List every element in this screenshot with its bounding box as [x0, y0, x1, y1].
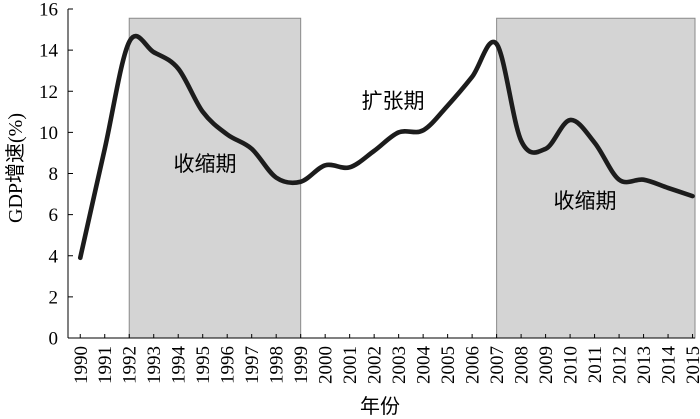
shaded-regions: [128, 17, 696, 339]
data-point-1999: [298, 179, 303, 184]
data-point-1993: [151, 50, 156, 55]
y-tick-label: 16: [39, 0, 58, 21]
x-tick-label: 2001: [340, 346, 361, 384]
x-tick-label: 2002: [365, 346, 386, 384]
data-point-2003: [396, 130, 401, 135]
x-tick-label: 2003: [389, 346, 410, 384]
y-tick-label: 14: [39, 41, 59, 62]
x-tick-label: 2008: [512, 346, 533, 384]
x-tick-label: 1997: [242, 346, 263, 384]
x-axis-title: 年份: [360, 395, 400, 418]
x-tick-label: 1993: [144, 346, 165, 384]
data-point-1996: [225, 132, 230, 137]
x-tick-label: 1996: [218, 346, 239, 384]
x-tick-label: 2007: [487, 346, 508, 384]
shaded-region-label-1: 收缩期: [174, 152, 237, 176]
x-tick-label: 1990: [71, 346, 92, 384]
x-tick-label: 2006: [463, 346, 484, 384]
data-point-1990: [78, 255, 83, 260]
data-point-2002: [372, 148, 377, 153]
x-tick-label: 1994: [169, 346, 190, 385]
data-point-2013: [641, 177, 646, 182]
shaded-region-label-2: 收缩期: [554, 189, 617, 213]
x-tick-label: 1992: [120, 346, 141, 384]
y-tick-label: 12: [39, 82, 58, 103]
data-point-1992: [127, 39, 132, 44]
data-point-2000: [323, 163, 328, 168]
data-point-1994: [176, 66, 181, 71]
y-ticks: 0 2 4 6 8 10 12 14 16: [39, 0, 73, 350]
x-tick-label: 2010: [561, 346, 582, 384]
data-point-1998: [274, 175, 279, 180]
x-tick-label: 2013: [634, 346, 655, 384]
shaded-region-1: [128, 17, 302, 339]
data-point-2011: [592, 140, 597, 145]
y-axis-title: GDP增速(%): [4, 113, 27, 223]
data-point-2001: [347, 165, 352, 170]
shaded-region-2: [496, 17, 696, 339]
data-point-2007: [494, 41, 499, 46]
x-tick-label: 2015: [683, 346, 700, 384]
annotation-label-1: 扩张期: [362, 89, 425, 113]
gdp-growth-line: [77, 33, 695, 261]
x-ticks: 1990 1991 1992 1993 1994 1995 1996 1997 1998 1999…: [71, 334, 700, 384]
data-point-1991: [102, 146, 107, 151]
y-tick-label: 4: [49, 246, 59, 267]
data-point-2005: [445, 103, 450, 108]
data-point-2008: [519, 138, 524, 143]
x-tick-label: 1991: [95, 346, 116, 384]
data-point-2015: [690, 194, 695, 199]
x-tick-label: 2005: [438, 346, 459, 384]
data-point-1995: [200, 109, 205, 114]
x-tick-label: 1995: [193, 346, 214, 384]
data-point-2014: [666, 185, 671, 190]
y-tick-label: 0: [49, 329, 59, 350]
x-tick-label: 2004: [414, 346, 435, 385]
x-tick-label: 1999: [291, 346, 312, 384]
data-point-1997: [249, 146, 254, 151]
data-point-2012: [617, 177, 622, 182]
data-point-2010: [568, 118, 573, 123]
y-tick-label: 2: [49, 287, 59, 308]
data-point-2009: [543, 146, 548, 151]
x-tick-label: 2000: [316, 346, 337, 384]
x-tick-label: 2012: [610, 346, 631, 384]
data-point-2006: [470, 74, 475, 79]
x-tick-label: 2009: [536, 346, 557, 384]
x-tick-label: 2011: [585, 346, 606, 383]
y-tick-label: 8: [49, 164, 59, 185]
x-tick-label: 2014: [659, 346, 680, 385]
y-tick-label: 6: [49, 205, 59, 226]
x-tick-label: 1998: [267, 346, 288, 384]
y-tick-label: 10: [39, 123, 58, 144]
data-point-2004: [421, 128, 426, 133]
